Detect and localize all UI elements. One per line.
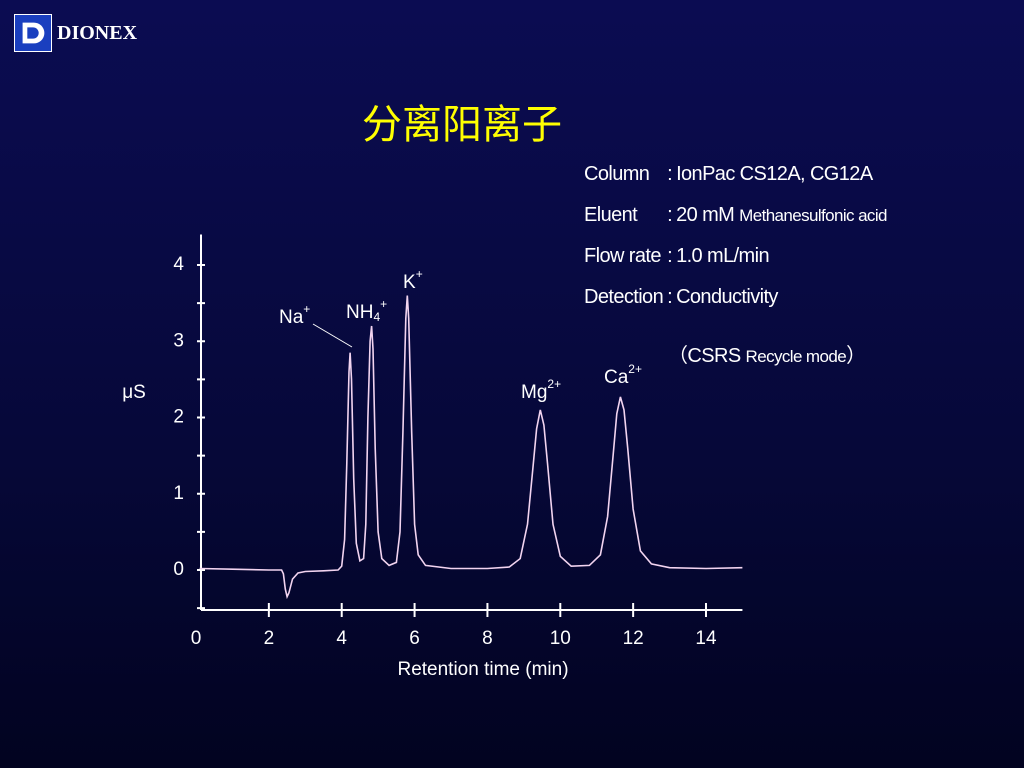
info-table: Column: IonPac CS12A, CG12A Eluent:20 mM M…: [584, 163, 887, 309]
x-tick-label: 14: [695, 628, 717, 649]
x-tick-label: 0: [191, 628, 202, 649]
peak-label: NH4+: [346, 297, 387, 324]
peak-label: Ca2+: [604, 362, 642, 388]
x-tick-label: 8: [482, 628, 493, 649]
info-sep: :: [667, 286, 673, 308]
peak-label-base: K: [403, 272, 416, 293]
info-value-cell: 20 mM Methanesulfonic acid: [676, 204, 887, 227]
info-value: 1.0 mL/min: [676, 245, 770, 267]
peak-label-base: NH: [346, 302, 373, 323]
note-small: Recycle mode: [745, 347, 847, 366]
info-label: Eluent: [584, 204, 638, 226]
info-label: Flow rate: [584, 245, 661, 267]
peak-label: Mg2+: [521, 377, 561, 403]
info-label: Column: [584, 163, 650, 185]
info-value-cell: IonPac CS12A, CG12A: [676, 163, 887, 186]
info-value: IonPac CS12A, CG12A: [676, 163, 873, 185]
peak-label-sup: 2+: [547, 377, 561, 391]
title: 分离阳离子: [362, 103, 562, 147]
peak-label-sup: +: [416, 267, 423, 281]
y-axis-label: μS: [122, 382, 146, 403]
y-tick-label: 1: [173, 483, 184, 504]
peak-label-sub: 4: [373, 310, 380, 324]
peak-label-sup: 2+: [628, 362, 642, 376]
peak-label: K+: [403, 267, 423, 293]
info-sep: :: [667, 163, 673, 185]
peak-label-base: Na: [279, 307, 304, 328]
logo-text: DIONEX: [57, 21, 138, 44]
info-value-cell: Conductivity: [676, 286, 887, 309]
peak-label-sup: +: [303, 302, 310, 316]
note-close: ）: [846, 345, 866, 367]
y-tick-label: 4: [173, 254, 184, 275]
logo-icon: [14, 14, 52, 52]
info-sep: :: [667, 204, 673, 226]
x-tick-label: 6: [409, 628, 420, 649]
x-tick-label: 10: [550, 628, 571, 649]
peak-label-sup: +: [380, 297, 387, 311]
leader-line: [312, 323, 353, 348]
x-axis-label: Retention time (min): [397, 659, 568, 680]
x-tick-label: 12: [623, 628, 644, 649]
chromatogram: [199, 295, 743, 600]
info-sep: :: [667, 245, 673, 267]
y-tick-label: 3: [173, 330, 184, 351]
peak-label-base: Ca: [604, 367, 629, 388]
y-tick-label: 2: [173, 407, 184, 428]
note-open: （CSRS: [668, 345, 741, 367]
y-tick-label: 0: [173, 559, 184, 580]
logo: DIONEX: [14, 14, 137, 52]
peak-label-base: Mg: [521, 382, 547, 403]
info-value-cell: 1.0 mL/min: [676, 245, 887, 268]
info-value: 20 mM: [676, 204, 735, 226]
info-detail: Methanesulfonic acid: [739, 206, 887, 225]
info-note: （CSRS Recycle mode）: [668, 339, 866, 368]
x-tick-label: 4: [336, 628, 347, 649]
info-label: Detection: [584, 286, 664, 308]
peak-label: Na+: [279, 302, 310, 328]
info-value: Conductivity: [676, 286, 778, 308]
x-tick-label: 2: [264, 628, 275, 649]
